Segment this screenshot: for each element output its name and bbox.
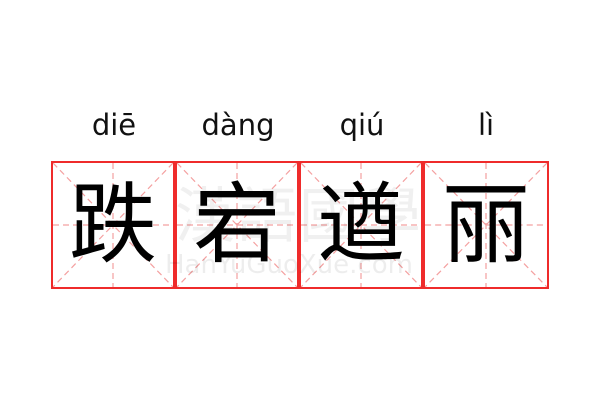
pinyin-3: qiú [339,108,385,142]
character-1: 跌 [68,173,157,276]
character-cell: 丽 [423,161,549,289]
character-4: 丽 [441,173,530,276]
character-cell: 宕 [175,161,299,289]
character-3: 遒 [316,173,405,276]
pinyin-2: dàng [201,108,275,142]
pinyin-4: lì [477,108,495,142]
character-grid: 跌 宕 遒 丽 [51,161,549,289]
pinyin-1: diē [91,108,137,142]
character-cell: 跌 [51,161,175,289]
character-2: 宕 [192,173,281,276]
character-cell: 遒 [299,161,423,289]
